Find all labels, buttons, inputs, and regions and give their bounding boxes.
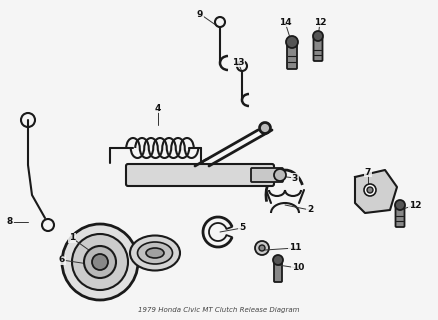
Text: 5: 5 bbox=[238, 223, 244, 233]
Circle shape bbox=[272, 255, 283, 265]
Text: 1: 1 bbox=[69, 234, 75, 243]
FancyBboxPatch shape bbox=[286, 43, 297, 69]
FancyBboxPatch shape bbox=[273, 260, 281, 282]
Circle shape bbox=[84, 246, 116, 278]
Text: 11: 11 bbox=[288, 244, 300, 252]
Circle shape bbox=[259, 123, 269, 133]
Ellipse shape bbox=[137, 242, 172, 264]
Text: 4: 4 bbox=[155, 103, 161, 113]
Circle shape bbox=[62, 224, 138, 300]
Circle shape bbox=[363, 184, 375, 196]
Text: 3: 3 bbox=[291, 173, 297, 182]
Ellipse shape bbox=[130, 236, 180, 270]
Circle shape bbox=[394, 200, 404, 210]
Text: 1979 Honda Civic MT Clutch Release Diagram: 1979 Honda Civic MT Clutch Release Diagr… bbox=[138, 307, 299, 313]
Text: 12: 12 bbox=[408, 201, 420, 210]
Circle shape bbox=[72, 234, 128, 290]
Text: 14: 14 bbox=[278, 18, 291, 27]
Text: 9: 9 bbox=[196, 10, 203, 19]
Text: 10: 10 bbox=[291, 263, 304, 273]
Text: 6: 6 bbox=[59, 255, 65, 265]
Text: 7: 7 bbox=[364, 167, 371, 177]
Text: 2: 2 bbox=[306, 205, 312, 214]
Text: 13: 13 bbox=[231, 58, 244, 67]
Circle shape bbox=[258, 245, 265, 251]
Ellipse shape bbox=[146, 248, 164, 258]
Circle shape bbox=[92, 254, 108, 270]
FancyBboxPatch shape bbox=[313, 37, 322, 61]
Circle shape bbox=[285, 36, 297, 48]
Circle shape bbox=[254, 241, 268, 255]
Circle shape bbox=[366, 187, 372, 193]
FancyBboxPatch shape bbox=[126, 164, 273, 186]
Text: 12: 12 bbox=[313, 18, 325, 27]
FancyBboxPatch shape bbox=[251, 168, 283, 182]
Text: 8: 8 bbox=[7, 218, 13, 227]
Polygon shape bbox=[354, 170, 396, 213]
Circle shape bbox=[312, 31, 322, 41]
FancyBboxPatch shape bbox=[395, 205, 403, 227]
Circle shape bbox=[273, 169, 285, 181]
